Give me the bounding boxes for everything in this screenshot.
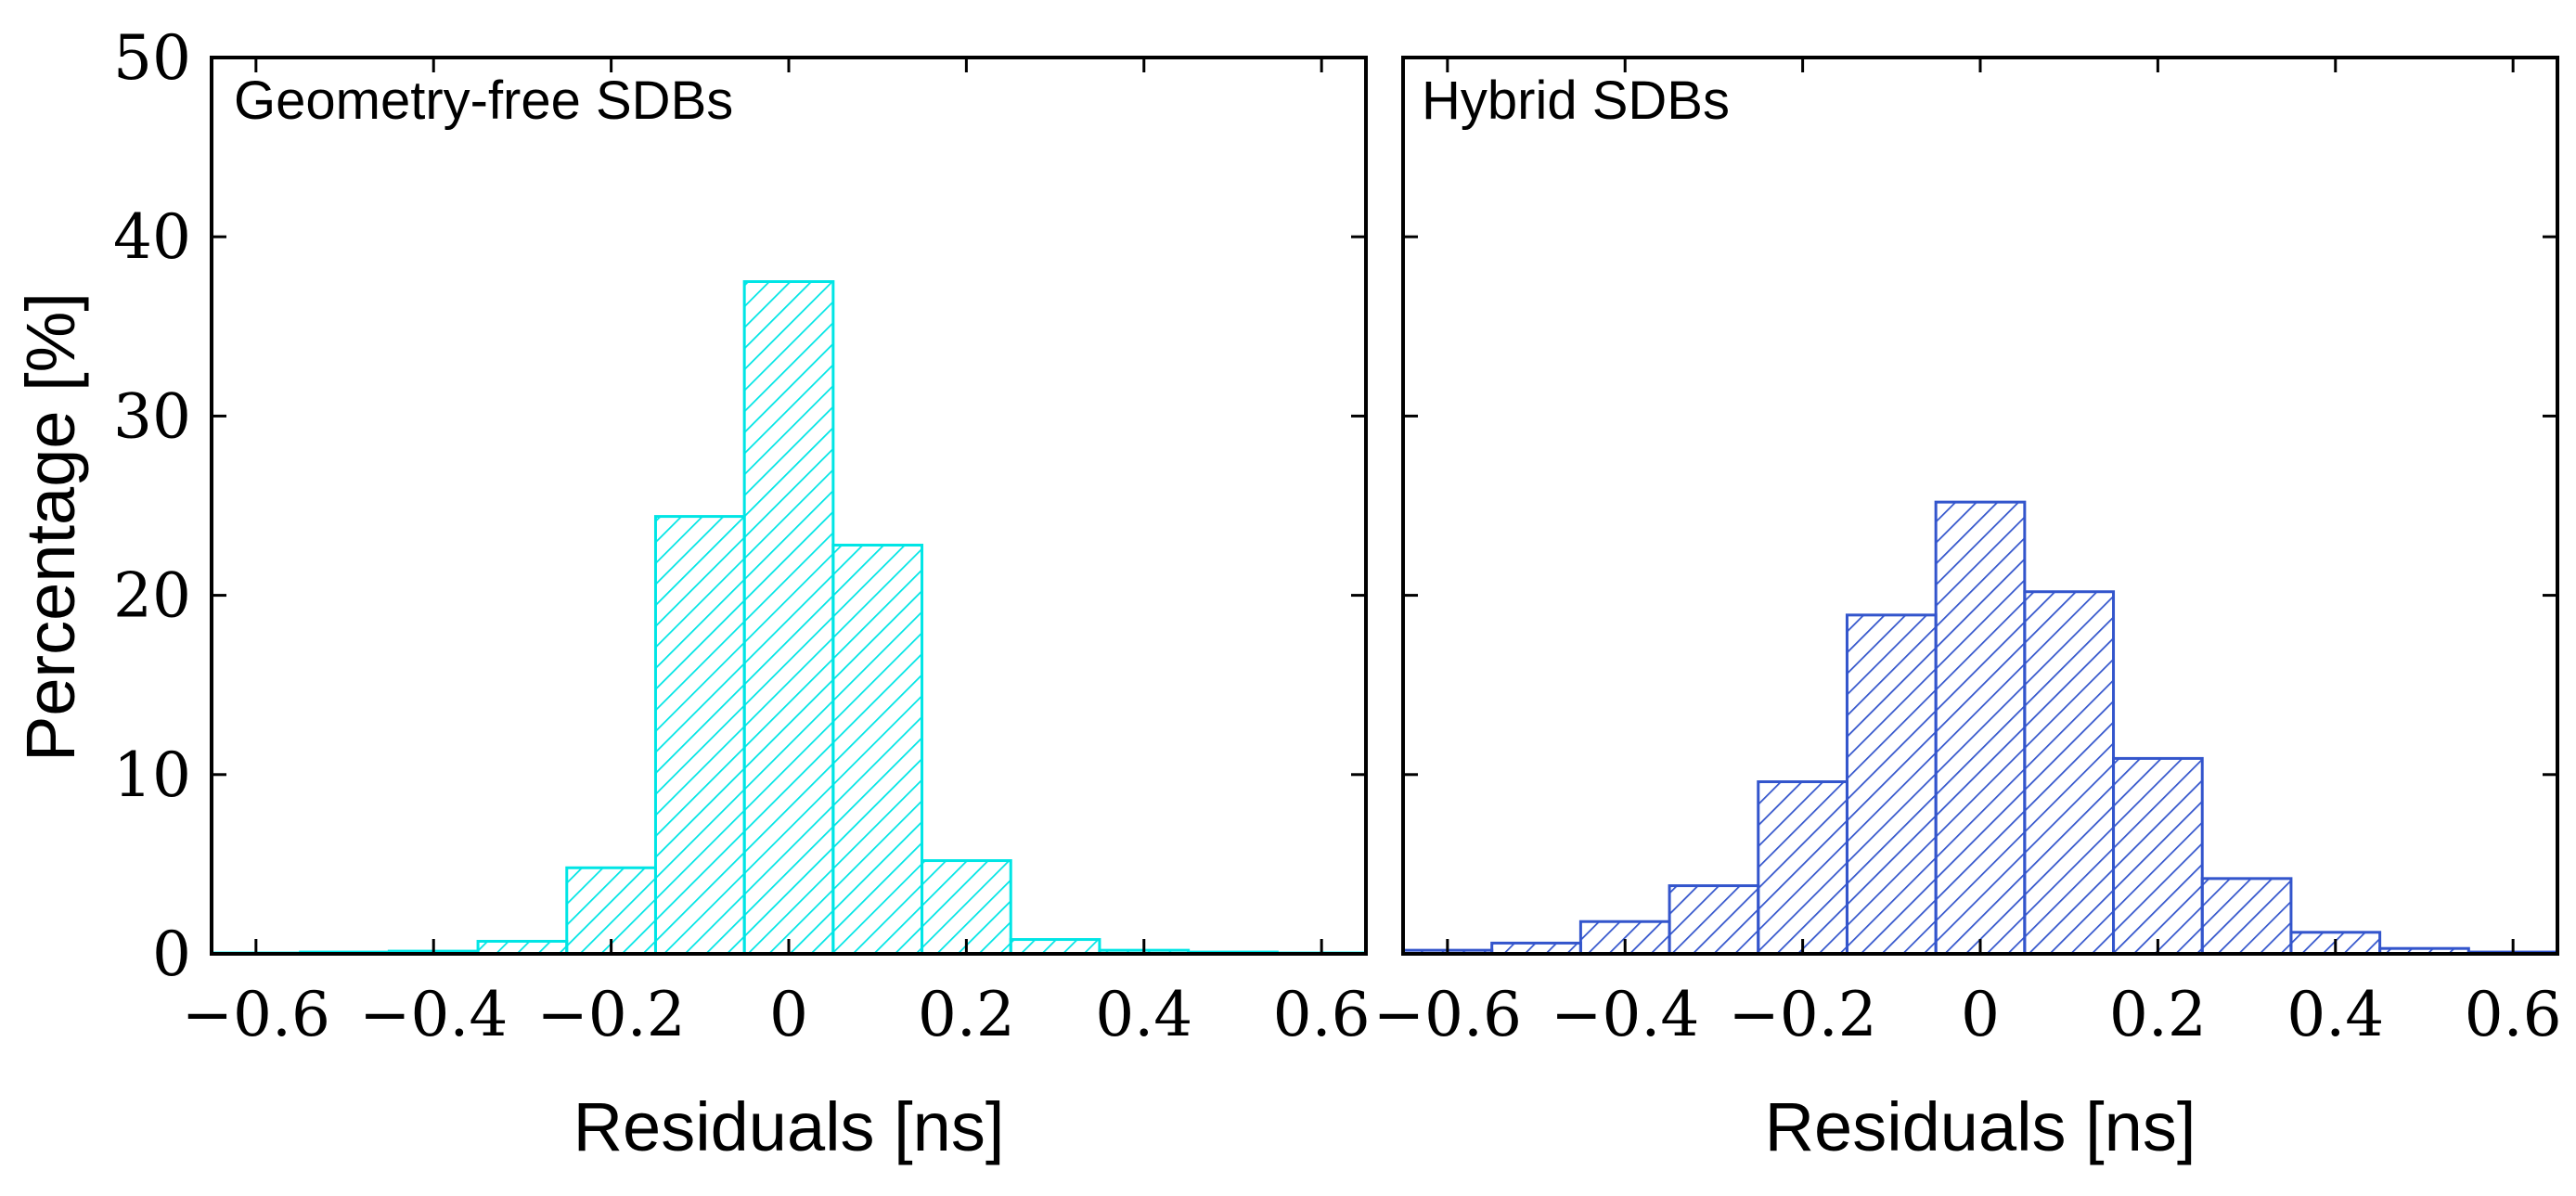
y-axis-title: Percentage [%]	[12, 292, 89, 762]
x-tick-label: 0.4	[2286, 979, 2384, 1050]
x-tick-label: 0.2	[2109, 979, 2207, 1050]
histogram-bar	[1934, 500, 2027, 956]
histogram-bar	[2112, 756, 2204, 956]
histogram-bar	[742, 280, 835, 956]
panel-hybrid: −0.6 −0.4 −0.2 0 0.2 0.4 0.6 Hybrid SDBs Resid…	[1373, 56, 2562, 1165]
x-tick-label: −0.6	[182, 979, 330, 1050]
x-tick-label: −0.2	[536, 979, 685, 1050]
x-tick-label: −0.2	[1728, 979, 1876, 1050]
y-tick-label: 30	[113, 380, 191, 452]
panel-title-geometry-free: Geometry-free SDBs	[234, 71, 733, 131]
histogram-bar	[2200, 877, 2293, 956]
histogram-bar	[2023, 590, 2116, 956]
y-tick-label: 20	[113, 560, 191, 632]
x-tick-label: 0.6	[1273, 979, 1371, 1050]
x-tick-label: −0.6	[1373, 979, 1522, 1050]
y-tick-label: 0	[152, 919, 191, 990]
y-tick-label: 50	[113, 22, 191, 94]
x-axis-title-geometry-free: Residuals [ns]	[573, 1088, 1005, 1165]
histogram-bar	[1668, 884, 1760, 956]
panel-geometry-free: −0.6 −0.4 −0.2 0 0.2 0.4 0.6 0 10 20 30 40 50 Geome…	[113, 22, 1371, 1165]
histogram-bar	[1009, 938, 1101, 956]
histogram-bar	[1757, 780, 1848, 956]
x-tick-label: 0	[1961, 979, 2000, 1050]
plot-frame-hybrid	[1401, 56, 2559, 956]
histogram-bar	[1845, 613, 1938, 956]
y-tick-label: 40	[113, 201, 191, 273]
x-ticks-geometry-free: −0.6 −0.4 −0.2 0 0.2 0.4 0.6	[182, 58, 1371, 1050]
x-tick-label: −0.4	[1551, 979, 1699, 1050]
histogram-bar	[831, 544, 924, 956]
bars-hybrid	[1401, 500, 2559, 956]
panel-title-hybrid: Hybrid SDBs	[1422, 71, 1730, 131]
histogram-bar	[476, 939, 569, 956]
x-ticks-hybrid: −0.6 −0.4 −0.2 0 0.2 0.4 0.6	[1373, 58, 2562, 1050]
plot-frame-geometry-free	[210, 56, 1368, 956]
x-axis-title-hybrid: Residuals [ns]	[1765, 1088, 2196, 1165]
x-tick-label: 0	[769, 979, 808, 1050]
y-tick-label: 10	[113, 739, 191, 811]
y-ticks-hybrid	[1403, 56, 2557, 956]
x-tick-label: −0.4	[359, 979, 508, 1050]
histogram-bar	[653, 515, 746, 956]
x-tick-label: 0.6	[2465, 979, 2562, 1050]
bars-geometry-free	[210, 280, 1368, 956]
x-tick-label: 0.4	[1095, 979, 1192, 1050]
y-ticks-geometry-free: 0 10 20 30 40 50	[113, 22, 1366, 990]
x-tick-label: 0.2	[918, 979, 1015, 1050]
